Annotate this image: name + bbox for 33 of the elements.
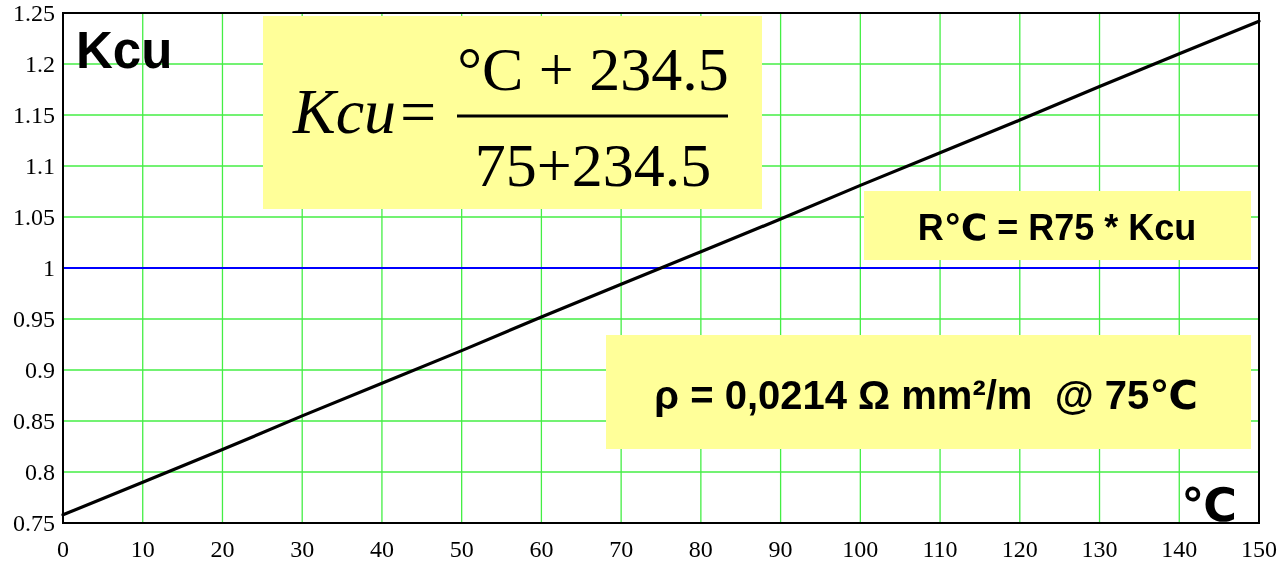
- x-tick-label: 100: [842, 536, 879, 562]
- x-tick-label: 130: [1081, 536, 1118, 562]
- x-tick-label: 110: [922, 536, 958, 562]
- x-tick-label: 90: [768, 536, 793, 562]
- y-tick-label: 0.9: [25, 357, 55, 384]
- annotation: °C + 234.5: [457, 35, 729, 103]
- x-tick-label: 10: [130, 536, 155, 562]
- y-tick-label: 0.95: [13, 306, 55, 333]
- annotation: R℃ = R75 * Kcu: [917, 207, 1197, 248]
- x-tick-label: 70: [609, 536, 634, 562]
- y-tick-label: 1: [43, 255, 55, 282]
- x-tick-label: 40: [369, 536, 394, 562]
- y-tick-label: 1.15: [13, 102, 55, 129]
- annotation: 75+234.5: [474, 131, 712, 199]
- annotation: ρ = 0,0214 Ω mm²/m @ 75℃: [654, 373, 1198, 417]
- x-tick-label: 150: [1241, 536, 1277, 562]
- x-tick-label: 20: [210, 536, 235, 562]
- annotation: Kcu=: [292, 76, 440, 147]
- x-tick-label: 30: [290, 536, 315, 562]
- x-tick-label: 60: [529, 536, 554, 562]
- y-tick-label: 0.75: [13, 510, 55, 537]
- y-tick-label: 0.85: [13, 408, 55, 435]
- x-tick-label: 0: [57, 536, 69, 562]
- x-tick-label: 50: [449, 536, 474, 562]
- y-tick-label: 1.2: [25, 51, 55, 78]
- x-axis-title: ℃: [1181, 479, 1237, 531]
- y-tick-label: 0.8: [25, 459, 55, 486]
- y-tick-label: 1.25: [13, 0, 55, 27]
- x-tick-label: 120: [1001, 536, 1038, 562]
- x-tick-label: 140: [1161, 536, 1198, 562]
- y-tick-label: 1.05: [13, 204, 55, 231]
- x-tick-label: 80: [688, 536, 713, 562]
- y-tick-label: 1.1: [25, 153, 55, 180]
